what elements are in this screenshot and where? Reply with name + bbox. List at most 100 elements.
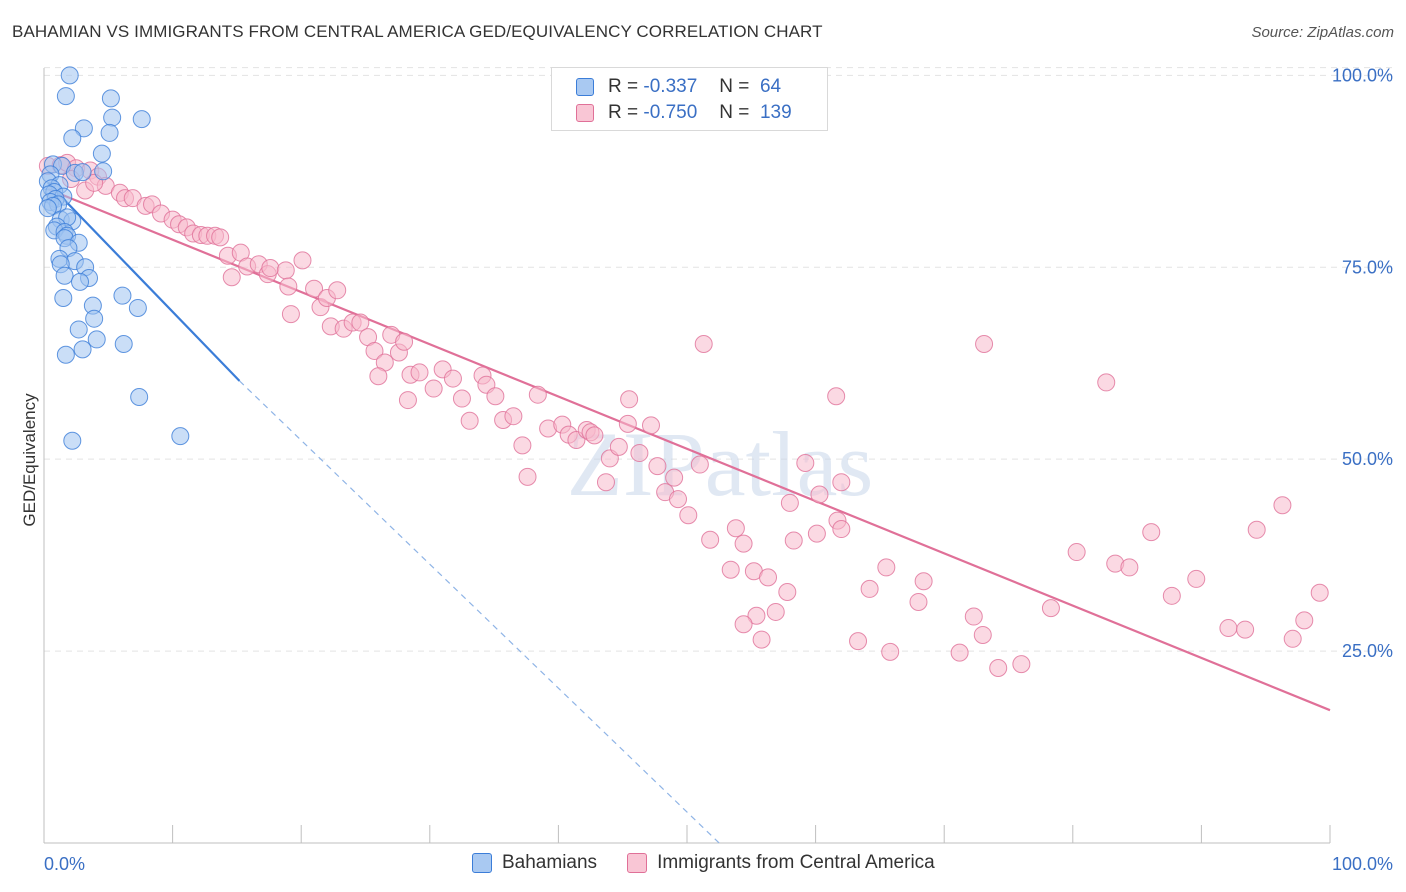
- central-america-point: [620, 390, 639, 409]
- central-america-point: [513, 436, 532, 455]
- central-america-point: [1142, 523, 1161, 542]
- bahamian-point: [130, 387, 149, 406]
- legend-n-label: N =: [719, 76, 750, 97]
- legend-r-label: R =: [608, 76, 639, 97]
- bahamian-point: [55, 266, 74, 285]
- source-label: Source: ZipAtlas.com: [1251, 24, 1394, 41]
- bahamian-point: [171, 427, 190, 446]
- bahamian-point: [60, 66, 79, 85]
- central-america-point: [328, 281, 347, 300]
- bahamian-point: [85, 309, 104, 328]
- bahamian-point: [73, 163, 92, 182]
- central-america-point: [726, 519, 745, 538]
- data-points: [38, 66, 1329, 677]
- legend-r-value: -0.750: [643, 102, 698, 123]
- central-america-point: [701, 530, 720, 549]
- legend-r-label: R =: [608, 102, 639, 123]
- bahamian-point: [69, 320, 88, 339]
- bahamian-point: [56, 345, 75, 364]
- bahamian-point: [128, 298, 147, 317]
- central-america-point: [1067, 543, 1086, 562]
- central-america-point: [780, 493, 799, 512]
- central-america-point: [528, 385, 547, 404]
- central-america-point: [1310, 583, 1329, 602]
- central-america-point: [973, 625, 992, 644]
- central-america-point: [351, 313, 370, 332]
- central-america-point: [585, 426, 604, 445]
- central-america-point: [734, 615, 753, 634]
- legend-row-central-america: R = -0.750 N = 139: [576, 101, 792, 125]
- stats-legend: R = -0.337 N = 64 R = -0.750 N = 139: [551, 67, 828, 131]
- legend-row-bahamians: R = -0.337 N = 64: [576, 75, 781, 99]
- central-america-point: [679, 506, 698, 525]
- bahamian-point: [103, 108, 122, 127]
- bahamian-point: [92, 144, 111, 163]
- y-tick-label: 50.0%: [1342, 449, 1393, 469]
- x-tick-label: 0.0%: [44, 854, 85, 874]
- central-america-point: [989, 658, 1008, 677]
- central-america-point: [596, 473, 615, 492]
- bahamian-point: [56, 87, 75, 106]
- central-america-point: [832, 473, 851, 492]
- central-america-point: [365, 341, 384, 360]
- central-america-point: [734, 534, 753, 553]
- central-america-point: [950, 643, 969, 662]
- central-america-point: [305, 279, 324, 298]
- central-america-point: [518, 467, 537, 486]
- central-america-point: [832, 520, 851, 539]
- bahamian-point: [71, 272, 90, 291]
- central-america-point: [261, 259, 280, 278]
- legend-item-central-america: Immigrants from Central America: [627, 852, 935, 874]
- legend-n-value: 139: [759, 102, 792, 123]
- central-america-point: [964, 607, 983, 626]
- central-america-point: [1273, 496, 1292, 515]
- central-america-point: [398, 391, 417, 410]
- central-america-point: [641, 416, 660, 435]
- legend-n-label: N =: [719, 102, 750, 123]
- bahamians-trend-extension: [239, 380, 720, 844]
- central-america-point: [860, 579, 879, 598]
- bahamian-point: [101, 89, 120, 108]
- central-america-point: [849, 632, 868, 651]
- central-america-point: [293, 251, 312, 270]
- tick-labels: 25.0% 50.0% 75.0% 100.0% 0.0% 100.0%: [44, 65, 1393, 874]
- central-america-point: [668, 490, 687, 509]
- central-america-point: [486, 387, 505, 406]
- central-america-point: [909, 592, 928, 611]
- central-america-point: [914, 572, 933, 591]
- central-america-point: [784, 531, 803, 550]
- central-america-point: [452, 389, 471, 408]
- central-america-point: [877, 558, 896, 577]
- central-america-point: [1041, 599, 1060, 618]
- central-america-point: [881, 642, 900, 661]
- bahamian-point: [94, 162, 113, 181]
- bahamian-point: [74, 119, 93, 138]
- x-tick-label: 100.0%: [1332, 854, 1393, 874]
- chart-title: BAHAMIAN VS IMMIGRANTS FROM CENTRAL AMER…: [12, 22, 823, 41]
- central-america-point: [827, 387, 846, 406]
- bahamian-point: [114, 335, 133, 354]
- series-legend: Bahamians Immigrants from Central Americ…: [472, 852, 965, 874]
- central-america-point: [778, 582, 797, 601]
- central-america-point: [752, 630, 771, 649]
- bahamian-point: [54, 288, 73, 307]
- central-america-point: [1219, 619, 1238, 638]
- central-america-point: [1187, 569, 1206, 588]
- legend-n-value: 64: [759, 76, 782, 97]
- central-america-point: [690, 455, 709, 474]
- bahamian-point: [132, 110, 151, 129]
- central-america-point: [443, 369, 462, 388]
- central-america-point: [281, 305, 300, 324]
- central-america-point: [630, 444, 649, 463]
- central-america-point: [1120, 558, 1139, 577]
- central-america-point: [1097, 373, 1116, 392]
- central-america-point: [810, 485, 829, 504]
- central-america-point: [424, 379, 443, 398]
- central-america-point: [807, 524, 826, 543]
- central-america-point: [1247, 520, 1266, 539]
- central-america-point: [279, 277, 298, 296]
- bahamian-point: [87, 330, 106, 349]
- bahamian-point: [100, 123, 119, 142]
- central-america-point: [759, 568, 778, 587]
- legend-swatch-pink: [627, 853, 648, 873]
